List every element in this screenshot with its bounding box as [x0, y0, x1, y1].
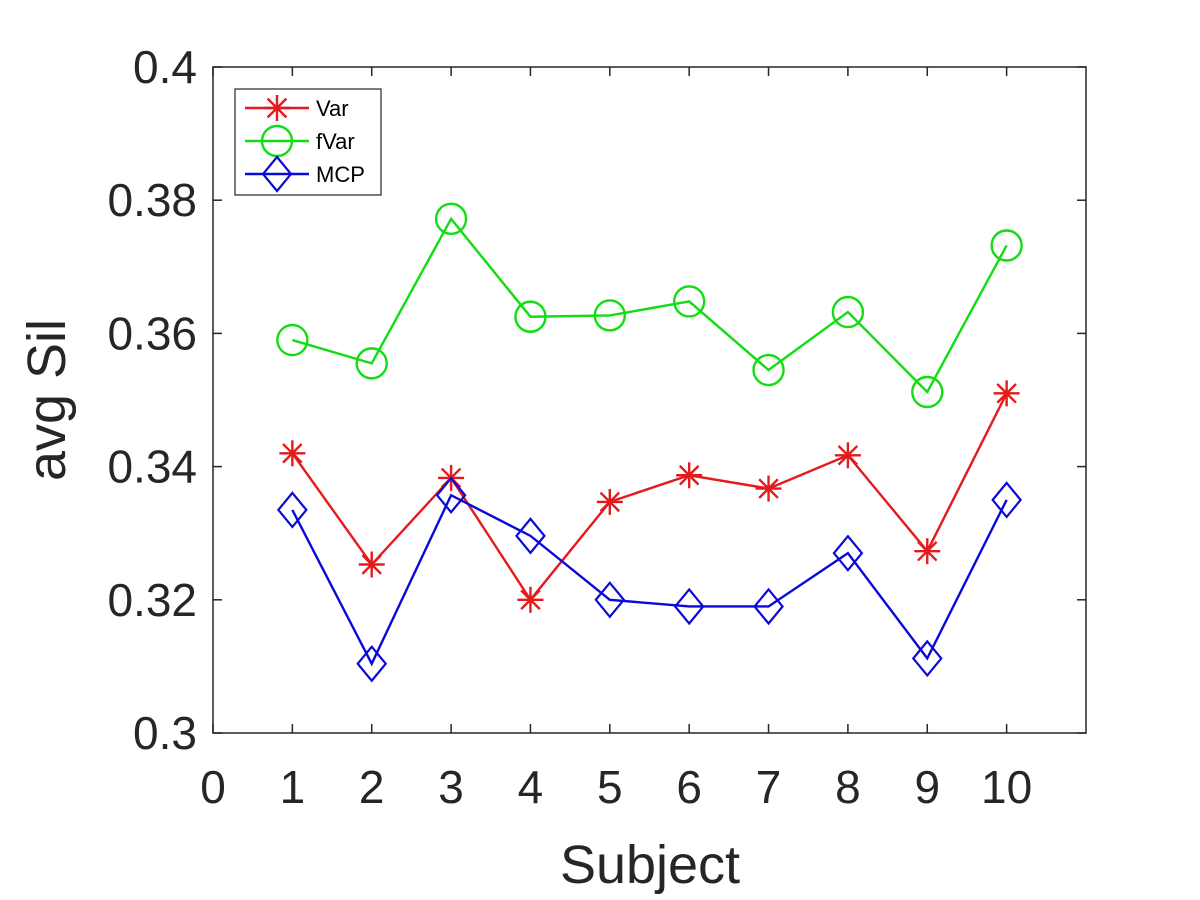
- data-point-var: [596, 488, 623, 515]
- x-tick-label: 0: [200, 761, 226, 813]
- data-point-mcp: [435, 476, 467, 514]
- series-fvar: [276, 202, 1023, 409]
- y-tick-label: 0.36: [107, 307, 197, 359]
- series-line-fvar: [292, 216, 1008, 394]
- y-tick-label: 0.4: [133, 41, 197, 93]
- y-tick-label: 0.38: [107, 174, 197, 226]
- axis-ticks: 0 1 2 3 4 5 6 7 8 9 10 0.3 0.32 0.34 0.36 0.38 0.4: [107, 41, 1086, 813]
- legend-entry-mcp: MCP: [245, 155, 365, 193]
- x-tick-label: 7: [756, 761, 782, 813]
- x-tick-label: 1: [280, 761, 306, 813]
- legend-label: MCP: [316, 162, 365, 187]
- y-tick-label: 0.3: [133, 707, 197, 759]
- x-tick-label: 4: [518, 761, 544, 813]
- legend-label: Var: [316, 96, 349, 121]
- series-var: [279, 380, 1020, 613]
- x-tick-label: 9: [914, 761, 940, 813]
- data-point-mcp: [356, 645, 388, 683]
- data-point-var: [993, 380, 1020, 407]
- legend-entry-fvar: fVar: [245, 124, 355, 158]
- data-point-mcp: [673, 587, 705, 626]
- x-tick-label: 10: [981, 761, 1032, 813]
- data-point-fvar: [514, 300, 547, 333]
- data-point-var: [914, 538, 941, 565]
- x-axis-title: Subject: [560, 835, 740, 895]
- data-point-mcp: [594, 581, 626, 619]
- legend-marker-var: [264, 95, 290, 121]
- y-tick-label: 0.34: [107, 441, 197, 493]
- data-point-mcp: [753, 587, 784, 626]
- data-point-fvar: [434, 202, 468, 236]
- series-layer: [276, 202, 1023, 683]
- data-point-mcp: [991, 481, 1023, 519]
- data-point-fvar: [355, 347, 388, 380]
- data-point-mcp: [911, 639, 943, 678]
- x-tick-label: 8: [835, 761, 861, 813]
- data-point-fvar: [831, 295, 865, 329]
- x-tick-label: 5: [597, 761, 623, 813]
- data-point-fvar: [593, 299, 627, 332]
- series-line-mcp: [291, 493, 1008, 667]
- data-point-fvar: [276, 323, 309, 357]
- data-point-fvar: [672, 285, 706, 318]
- y-tick-label: 0.32: [107, 574, 197, 626]
- data-point-var: [358, 551, 385, 578]
- legend-label: fVar: [316, 129, 355, 154]
- x-tick-label: 6: [676, 761, 702, 813]
- data-point-var: [676, 462, 703, 489]
- series-line-var: [291, 392, 1008, 602]
- legend-entry-var: Var: [245, 95, 349, 121]
- data-point-fvar: [990, 229, 1023, 262]
- data-point-fvar: [911, 375, 944, 409]
- data-point-var: [755, 475, 782, 502]
- data-point-fvar: [752, 353, 785, 387]
- data-point-mcp: [515, 517, 546, 555]
- legend: Var fVar MCP: [234, 88, 382, 196]
- y-axis-title: avg Sil: [17, 319, 77, 481]
- data-point-var: [279, 440, 306, 467]
- data-point-mcp: [276, 491, 308, 529]
- legend-marker-mcp: [261, 155, 293, 193]
- x-tick-label: 3: [438, 761, 464, 813]
- series-mcp: [276, 476, 1023, 683]
- data-point-mcp: [832, 534, 864, 572]
- data-point-var: [834, 442, 861, 469]
- data-point-var: [517, 586, 544, 613]
- x-tick-label: 2: [359, 761, 385, 813]
